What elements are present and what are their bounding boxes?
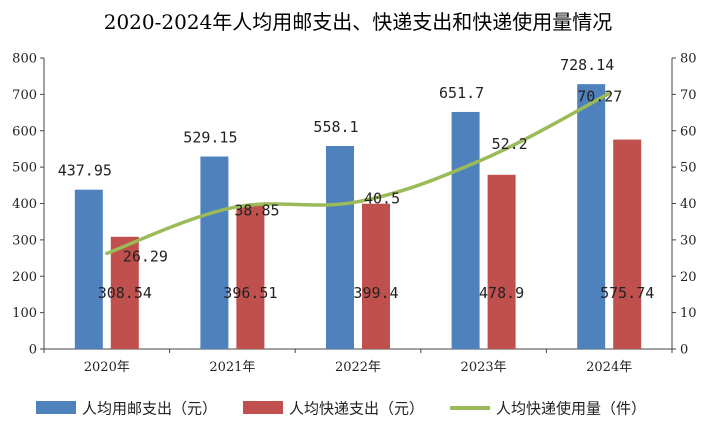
line-express-usage [105, 91, 611, 256]
label-postal-spending: 437.95 [58, 162, 112, 180]
legend-swatch [36, 401, 76, 414]
bar-express-spending [236, 204, 265, 349]
y-left-tick-label: 100 [12, 306, 37, 321]
bar-postal-spending [74, 189, 103, 349]
legend-label: 人均快递使用量（件） [496, 400, 646, 418]
y-right-tick-label: 50 [680, 161, 697, 176]
y-left-tick-label: 700 [12, 88, 37, 103]
y-right-tick-label: 40 [680, 197, 697, 212]
label-postal-spending: 728.14 [560, 56, 614, 74]
legend: 人均用邮支出（元） 人均快递支出（元） 人均快递使用量（件） [36, 400, 646, 418]
y-left-tick-label: 0 [29, 343, 37, 358]
legend-label: 人均快递支出（元） [289, 400, 424, 418]
label-express-spending: 399.4 [353, 284, 398, 302]
data-labels: 437.95 529.15 558.1 651.7 728.14 308.54 396.51… [58, 56, 655, 302]
y-right-tick-label: 70 [680, 88, 697, 103]
bar-express-spending [613, 139, 642, 349]
x-tick-label: 2024年 [586, 360, 632, 375]
y-left-tick-label: 300 [12, 233, 37, 248]
label-express-usage: 38.85 [234, 202, 279, 220]
bar-postal-spending [577, 84, 606, 350]
y-right-tick-label: 20 [680, 270, 697, 285]
label-express-usage: 52.2 [492, 135, 528, 153]
x-tick-label: 2022年 [335, 360, 381, 375]
y-right-tick-label: 30 [680, 233, 697, 248]
label-express-spending: 396.51 [223, 284, 277, 302]
label-postal-spending: 558.1 [313, 118, 358, 136]
y-left-tick-label: 800 [12, 52, 37, 67]
bar-postal-spending [451, 111, 480, 349]
label-express-spending: 308.54 [98, 284, 152, 302]
y-left-tick-label: 400 [12, 197, 37, 212]
chart-title: 2020-2024年人均用邮支出、快递支出和快递使用量情况 [103, 10, 613, 34]
bar-express-spending [110, 236, 139, 349]
y-left-tick-label: 200 [12, 270, 37, 285]
y-left-tick-label: 600 [12, 124, 37, 139]
y-right-tick-label: 80 [680, 52, 697, 67]
y-right-tick-label: 10 [680, 306, 697, 321]
bars [74, 84, 642, 350]
label-express-spending: 478.9 [479, 284, 524, 302]
bar-postal-spending [200, 156, 229, 349]
x-tick-label: 2023年 [461, 360, 507, 375]
y-right-tick-label: 0 [680, 343, 688, 358]
bar-express-spending [487, 174, 516, 349]
axes: 0 100 200 300 400 500 600 700 800 0 10 20 30 40 50 60 70… [12, 52, 696, 376]
line-series [105, 91, 611, 256]
label-express-spending: 575.74 [600, 284, 654, 302]
label-postal-spending: 651.7 [439, 84, 484, 102]
legend-swatch [243, 401, 284, 414]
label-express-usage: 26.29 [123, 247, 168, 265]
legend-label: 人均用邮支出（元） [82, 400, 217, 418]
y-right-tick-label: 60 [680, 124, 697, 139]
label-express-usage: 40.5 [364, 190, 400, 208]
label-express-usage: 70.27 [577, 87, 622, 105]
bar-express-spending [362, 203, 390, 349]
bar-postal-spending [326, 145, 354, 349]
y-left-tick-label: 500 [12, 161, 37, 176]
label-postal-spending: 529.15 [183, 129, 237, 147]
x-tick-label: 2021年 [209, 360, 255, 375]
x-tick-label: 2020年 [84, 360, 130, 375]
